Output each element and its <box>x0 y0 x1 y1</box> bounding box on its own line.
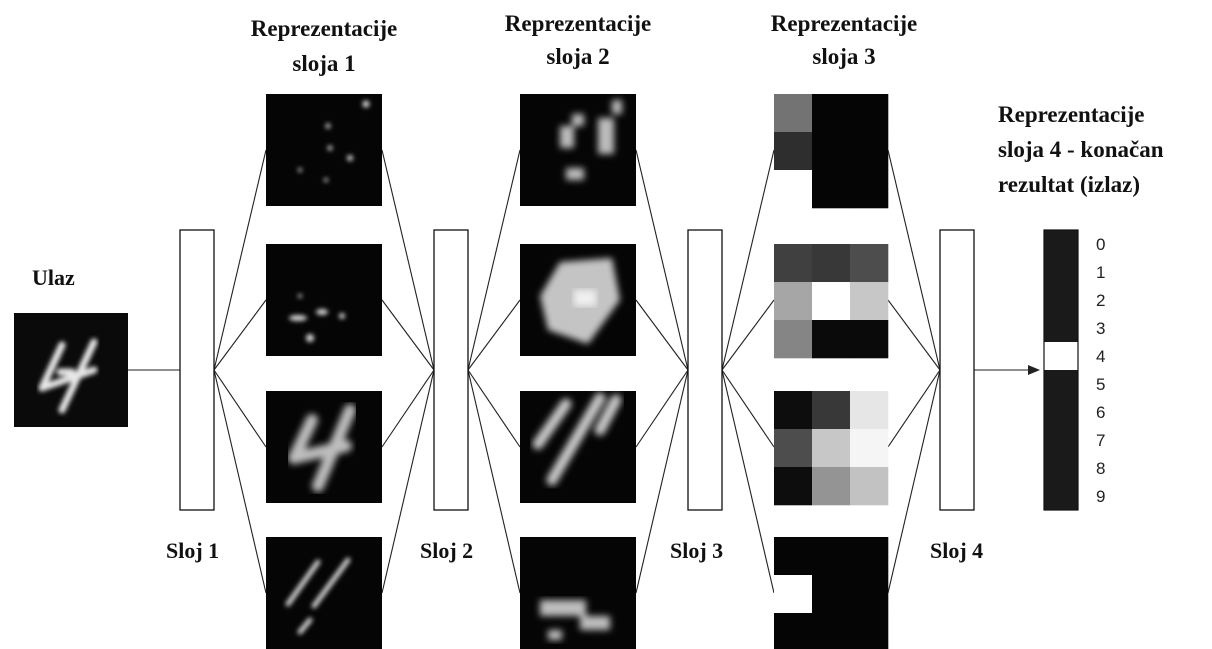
layer-1-heading-line-2: sloja 1 <box>292 51 355 76</box>
layer-1-box <box>179 229 215 511</box>
output-digit-0: 0 <box>1096 235 1105 254</box>
layer-2-feature-map-1 <box>520 94 636 206</box>
output-digit-8: 8 <box>1096 459 1105 478</box>
output-cell-6 <box>1044 398 1078 427</box>
output-digit-7: 7 <box>1096 431 1105 450</box>
layer-3-cell <box>812 320 851 359</box>
layer-3-cell <box>774 132 813 171</box>
output-digit-6: 6 <box>1096 403 1105 422</box>
layer-3-cell <box>850 467 889 506</box>
layer-3-cell <box>850 391 889 430</box>
output-bar <box>1043 229 1079 511</box>
output-bar-outline <box>1043 229 1079 511</box>
layer-3-cell <box>774 429 813 468</box>
layer-3-heading-line-1: Reprezentacije <box>771 11 917 36</box>
output-cell-2 <box>1044 286 1078 315</box>
layer-3-cell <box>850 537 889 576</box>
output-digit-labels: 0 1 2 3 4 5 6 7 8 9 <box>1096 235 1105 506</box>
layer-1-feature-map-1 <box>266 94 382 206</box>
output-digit-4: 4 <box>1096 347 1105 366</box>
layer-3-cell <box>850 282 889 321</box>
layer-3-cell <box>812 467 851 506</box>
output-digit-5: 5 <box>1096 375 1105 394</box>
layer-3-cell <box>774 391 813 430</box>
layer-2-heading-line-2: sloja 2 <box>546 44 609 69</box>
layer-3-cell <box>812 391 851 430</box>
layer-4-box <box>939 229 975 511</box>
output-cell-9 <box>1044 482 1078 511</box>
layer-3-cell <box>850 132 889 171</box>
layer-3-cell <box>774 537 813 576</box>
output-cell-7 <box>1044 426 1078 455</box>
layer-3-cell <box>812 537 851 576</box>
output-digit-1: 1 <box>1096 263 1105 282</box>
layer-2-heading-line-1: Reprezentacije <box>505 11 651 36</box>
layer-2-feature-map-3 <box>520 391 636 503</box>
layer-2-box <box>433 229 469 511</box>
layer-1-heading-line-1: Reprezentacije <box>251 16 397 41</box>
layer-1-feature-map-3 <box>266 391 382 503</box>
output-cell-4 <box>1044 342 1078 371</box>
output-arrowhead <box>1028 365 1040 375</box>
layer-4-heading-line-3: rezultat (izlaz) <box>998 172 1140 197</box>
layer-3-feature-map-2 <box>774 244 889 359</box>
layer-3-cell <box>774 320 813 359</box>
layer-3-label: Sloj 3 <box>670 538 723 563</box>
output-cell-0 <box>1044 230 1078 259</box>
layer-3-cell <box>850 575 889 614</box>
layer-3-cell <box>812 429 851 468</box>
layer-3-cell <box>774 575 813 614</box>
layer-3-box <box>687 229 723 511</box>
output-cell-3 <box>1044 314 1078 343</box>
connection-lines <box>128 149 1040 594</box>
output-digit-3: 3 <box>1096 319 1105 338</box>
layer-4-heading-line-2: sloja 4 - konačan <box>998 137 1164 162</box>
layer-3-cell <box>812 132 851 171</box>
layer-3-cell <box>774 244 813 283</box>
layer-3-cell <box>850 94 889 133</box>
layer-3-cell <box>850 429 889 468</box>
layer-3-cell <box>774 613 813 649</box>
layer-3-cell <box>812 170 851 209</box>
layer-2-feature-map-2 <box>520 244 636 356</box>
layer-3-cell <box>812 613 851 649</box>
output-cell-5 <box>1044 370 1078 399</box>
layer-3-cell <box>850 320 889 359</box>
output-cell-1 <box>1044 258 1078 287</box>
layer-4-label: Sloj 4 <box>930 538 983 563</box>
output-cell-8 <box>1044 454 1078 483</box>
layer-3-cell <box>774 94 813 133</box>
layer-3-cell <box>774 282 813 321</box>
output-digit-2: 2 <box>1096 291 1105 310</box>
layer-1-label: Sloj 1 <box>166 538 219 563</box>
layer-3-feature-map-1 <box>774 94 889 209</box>
layer-3-feature-map-3 <box>774 391 889 506</box>
layer-1-feature-map-2 <box>266 244 382 356</box>
layer-3-cell <box>850 613 889 649</box>
layer-3-heading-line-2: sloja 3 <box>812 44 875 69</box>
layer-3-cell <box>774 170 813 209</box>
layer-4-heading-line-1: Reprezentacije <box>998 102 1144 127</box>
layer-3-cell <box>812 94 851 133</box>
layer-3-cell <box>812 575 851 614</box>
input-image <box>14 313 128 427</box>
layer-3-cell <box>850 170 889 209</box>
input-label: Ulaz <box>32 265 75 290</box>
output-digit-9: 9 <box>1096 487 1105 506</box>
layer-1-feature-map-4 <box>266 537 382 649</box>
layer-2-label: Sloj 2 <box>420 538 473 563</box>
layer-3-cell <box>812 244 851 283</box>
layer-3-cell <box>812 282 851 321</box>
layer-2-feature-map-4 <box>520 537 636 649</box>
layer-3-cell <box>850 244 889 283</box>
layer-3-feature-map-4 <box>774 537 889 649</box>
layer-3-cell <box>774 467 813 506</box>
